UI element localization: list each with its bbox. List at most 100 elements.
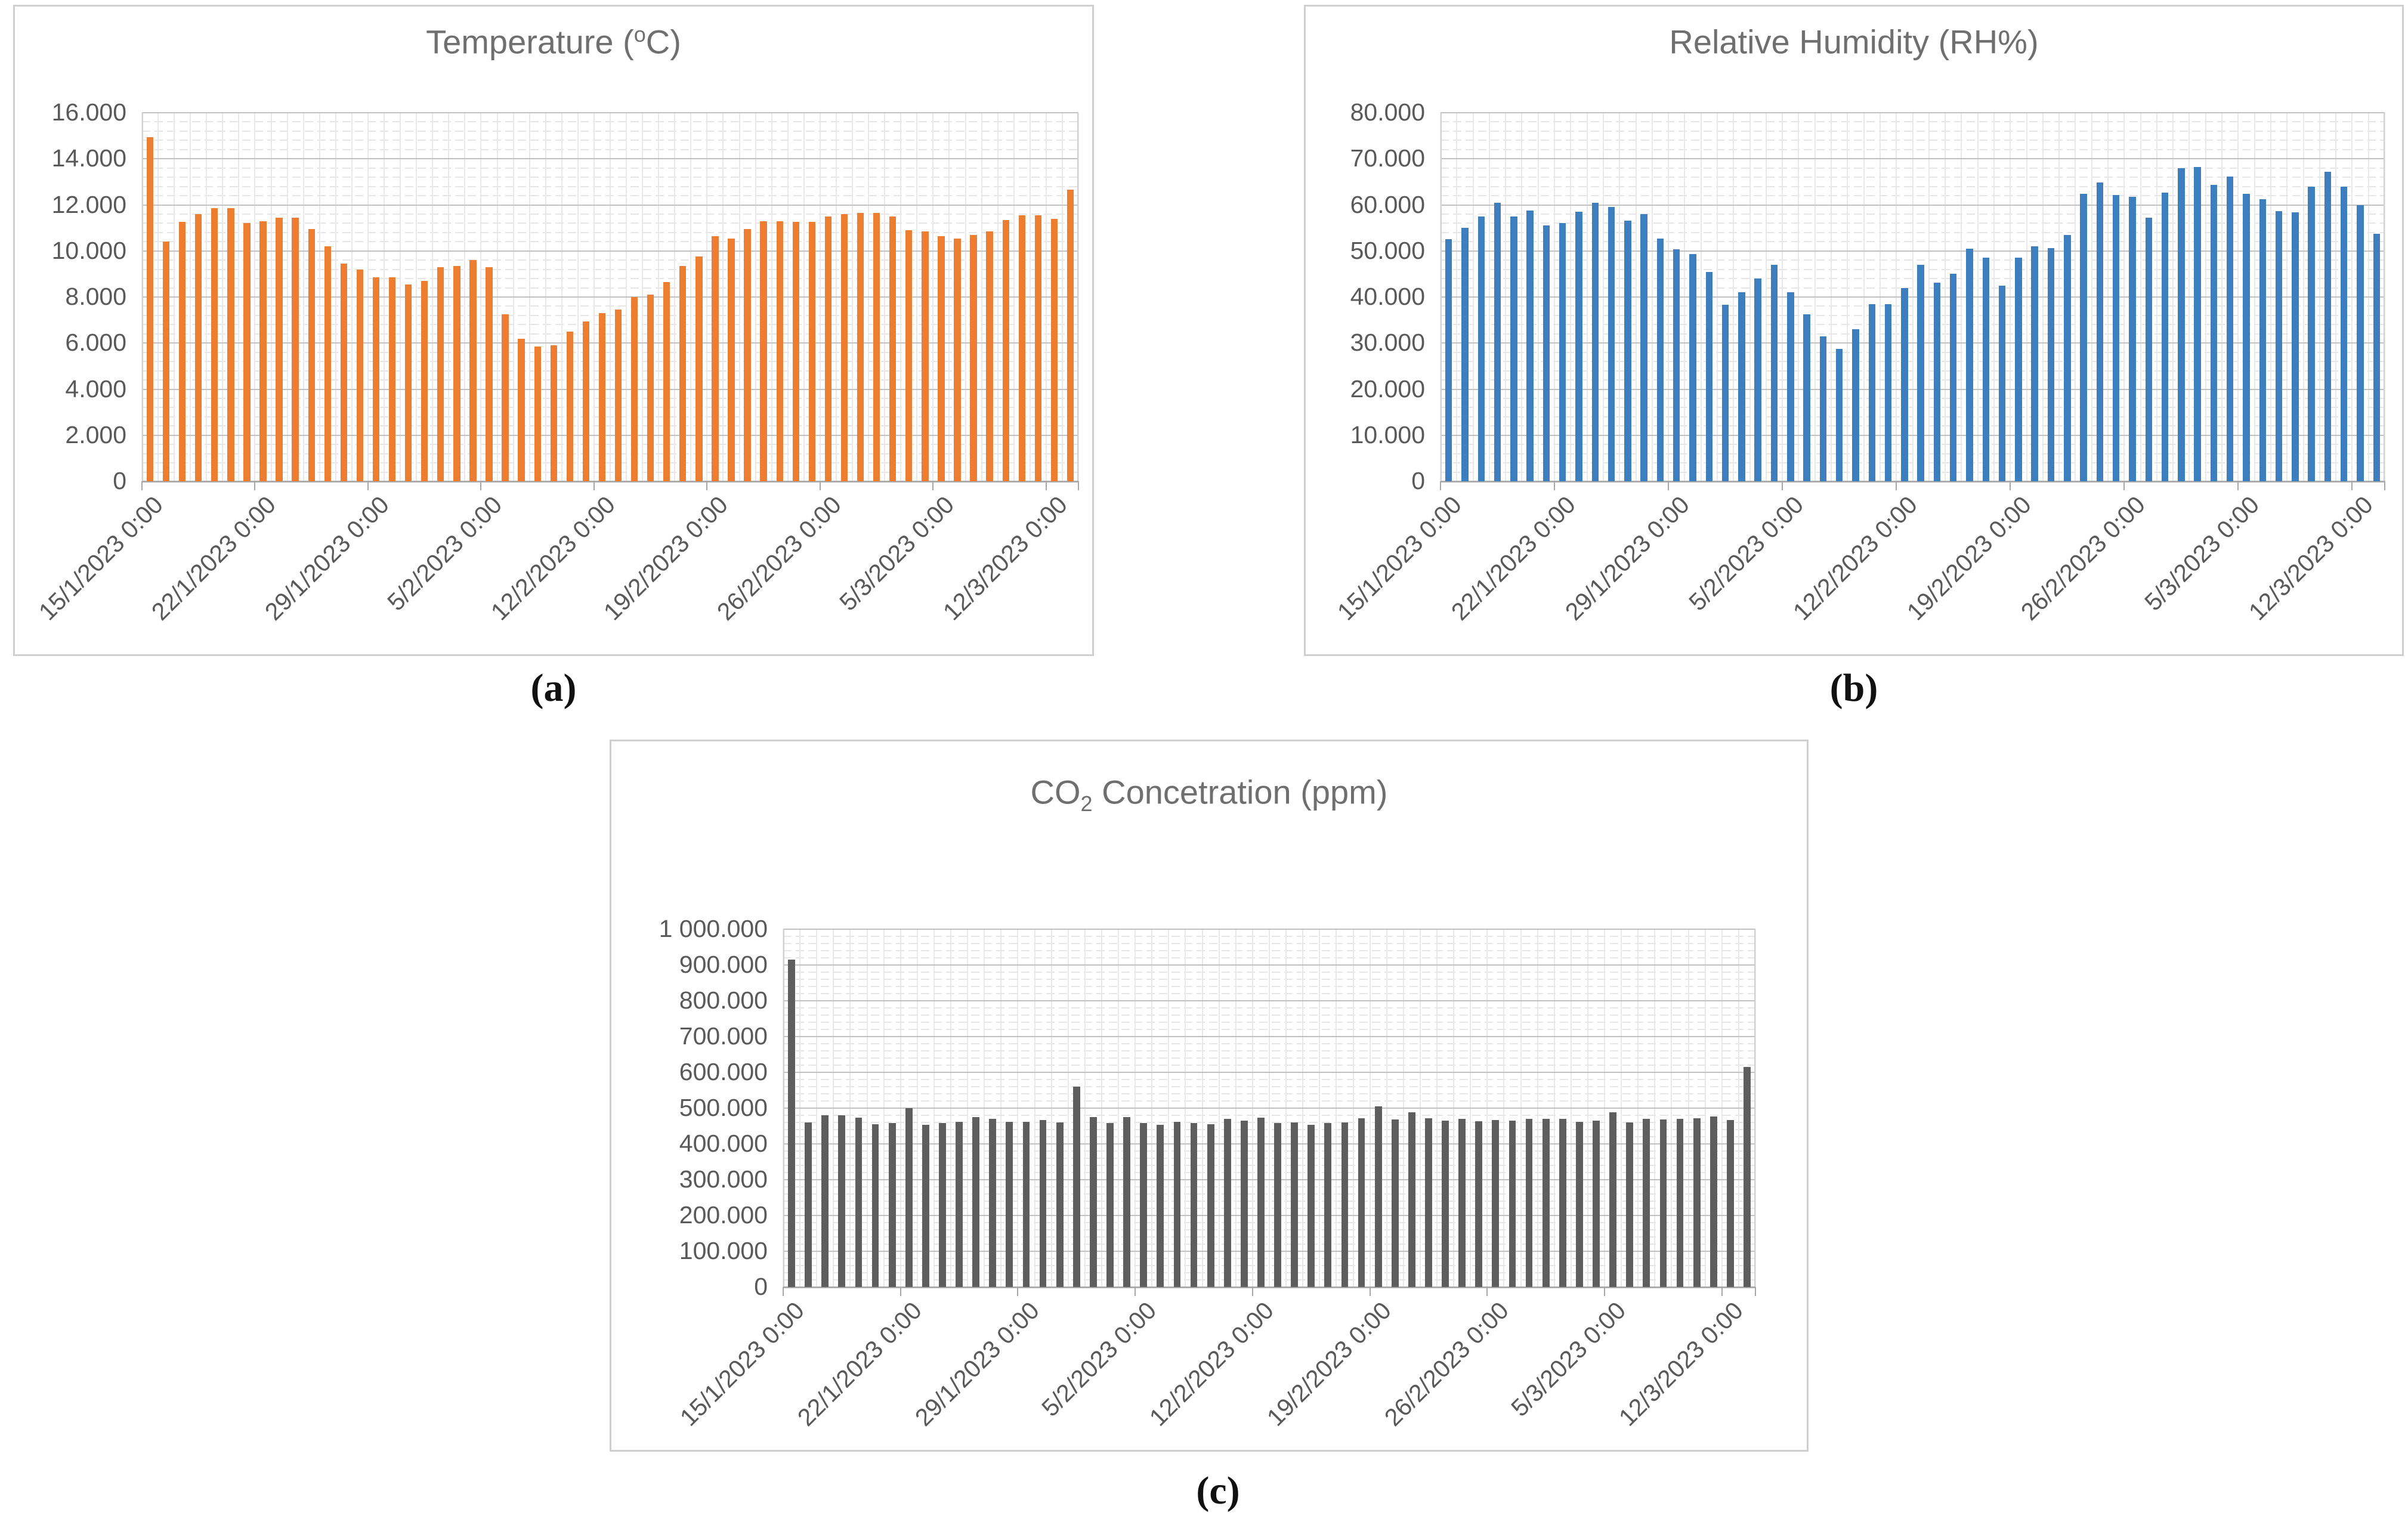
title-superscript: o — [633, 22, 646, 47]
humidity-chart-panel: Relative Humidity (RH%) 0 10.000 20.000 30.… — [1304, 5, 2404, 656]
bar — [1705, 271, 1713, 481]
y-tick-label: 1 000.000 — [659, 915, 768, 942]
bar — [1608, 207, 1615, 481]
bar — [986, 231, 993, 481]
bar — [1461, 228, 1469, 481]
bar — [2145, 218, 2152, 481]
gridline-major — [1441, 296, 2385, 298]
axis-tick — [1486, 1287, 1488, 1296]
y-tick-label: 70.000 — [1350, 144, 1425, 172]
axis-tick — [783, 1287, 784, 1296]
bar — [663, 282, 670, 481]
bar — [1868, 304, 1875, 481]
bar — [1090, 1117, 1097, 1287]
bar — [566, 331, 573, 481]
bar — [1223, 1119, 1231, 1287]
axis-tick — [480, 481, 482, 490]
bar — [2308, 186, 2315, 481]
bar — [871, 1124, 879, 1287]
y-tick-label: 30.000 — [1350, 329, 1425, 357]
humidity-plot-area — [1440, 112, 2385, 490]
x-tick-label: 5/2/2023 0:00 — [1683, 490, 1809, 616]
bar — [1510, 216, 1517, 481]
axis-tick — [1135, 1287, 1136, 1296]
bar — [1656, 238, 1664, 481]
bar — [939, 1123, 946, 1287]
axis-tick — [1554, 481, 1556, 490]
bar — [1307, 1125, 1315, 1287]
y-tick-label: 0 — [754, 1273, 768, 1300]
gridline-major — [142, 250, 1078, 252]
bar — [1067, 190, 1074, 481]
bar — [1835, 349, 1843, 481]
bar — [1744, 1067, 1751, 1287]
bar — [1542, 1119, 1550, 1287]
bar — [1475, 1121, 1483, 1287]
bar — [486, 267, 493, 481]
bar — [1106, 1123, 1114, 1287]
bar — [2259, 199, 2267, 481]
bar — [1050, 218, 1058, 481]
axis-tick — [254, 481, 256, 490]
axis-tick — [706, 481, 708, 490]
bar — [1576, 1121, 1583, 1287]
axis-tick — [819, 481, 821, 490]
bar — [744, 229, 751, 481]
bar — [1721, 305, 1729, 481]
axis-tick — [1604, 1287, 1606, 1296]
bar — [792, 222, 799, 481]
temperature-plot-area — [141, 112, 1079, 490]
bar — [1425, 1118, 1432, 1287]
bar — [821, 1115, 829, 1287]
bar — [972, 1117, 980, 1287]
bar — [2015, 257, 2022, 481]
gridline-major — [783, 1000, 1755, 1001]
axis-tick — [1045, 481, 1047, 490]
x-tick-label: 22/1/2023 0:00 — [792, 1296, 928, 1431]
bar — [162, 242, 170, 481]
bar — [840, 214, 848, 481]
bar — [905, 1108, 913, 1287]
bar — [2292, 212, 2299, 481]
bar — [1559, 223, 1566, 481]
y-tick-label: 300.000 — [679, 1165, 768, 1193]
bar — [728, 238, 735, 481]
category-gridline — [1078, 113, 1079, 481]
co2-chart-panel: CO2 Concetration (ppm) 0 100.000 200.000 30… — [610, 740, 1809, 1452]
x-tick-label: 15/1/2023 0:00 — [1332, 490, 1467, 626]
bar — [2096, 182, 2104, 481]
bar — [534, 347, 541, 481]
bar — [1543, 225, 1550, 481]
y-tick-label: 700.000 — [679, 1022, 768, 1050]
gridline-major — [142, 434, 1078, 436]
x-tick-label: 19/2/2023 0:00 — [1262, 1296, 1397, 1431]
bar — [1559, 1119, 1566, 1287]
y-tick-label: 80.000 — [1350, 98, 1425, 126]
axis-tick — [2237, 481, 2239, 490]
axis-tick — [367, 481, 369, 490]
axis-tick — [1668, 481, 1670, 490]
bar — [1207, 1124, 1214, 1287]
bar — [1442, 1121, 1449, 1287]
bar — [421, 280, 428, 481]
bar — [2112, 195, 2120, 481]
bar — [989, 1119, 997, 1287]
gridline-major — [783, 1215, 1755, 1216]
bar — [2194, 167, 2201, 481]
bar — [550, 345, 557, 481]
bar — [502, 314, 509, 481]
bar — [1998, 285, 2006, 481]
bar — [679, 265, 687, 481]
bar — [1676, 1119, 1684, 1287]
bar — [2275, 211, 2283, 481]
bar — [1509, 1121, 1516, 1287]
title-text: CO — [1030, 773, 1081, 811]
bar — [2341, 187, 2348, 481]
bar — [808, 222, 816, 481]
bar — [1018, 215, 1025, 481]
y-tick-label: 16.000 — [51, 98, 126, 126]
bar — [2161, 193, 2169, 481]
subfigure-label-a: (a) — [530, 666, 577, 710]
bar — [1626, 1122, 1634, 1287]
x-tick-label: 5/2/2023 0:00 — [1036, 1296, 1162, 1422]
